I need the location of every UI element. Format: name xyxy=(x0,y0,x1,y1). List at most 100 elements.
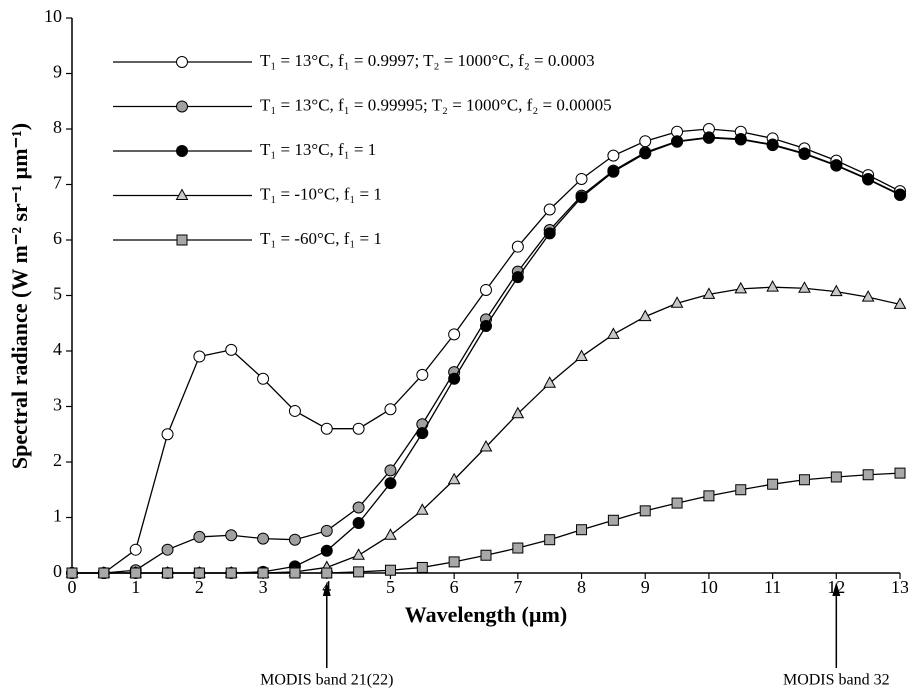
legend-marker xyxy=(176,145,188,157)
marker xyxy=(257,532,270,545)
marker xyxy=(543,203,556,216)
marker xyxy=(352,422,365,435)
marker xyxy=(193,350,206,363)
marker xyxy=(830,159,843,172)
annotation-text: MODIS band 32 xyxy=(783,672,890,689)
y-tick-label: 4 xyxy=(53,339,62,359)
x-tick-label: 10 xyxy=(700,577,718,597)
marker xyxy=(862,173,875,186)
marker xyxy=(161,428,174,441)
y-axis-title: Spectral radiance (W m⁻² sr⁻¹ µm⁻¹) xyxy=(7,123,32,469)
x-tick-label: 9 xyxy=(641,577,650,597)
marker xyxy=(766,139,779,152)
marker xyxy=(193,567,205,579)
marker xyxy=(511,271,524,284)
marker xyxy=(607,149,620,162)
marker xyxy=(288,533,301,546)
x-tick-label: 13 xyxy=(891,577,908,597)
y-tick-label: 5 xyxy=(53,284,62,304)
marker xyxy=(448,328,461,341)
marker xyxy=(480,549,492,561)
marker xyxy=(288,404,301,417)
legend-label: T₁ = 13°C, f₁ = 1 xyxy=(260,140,376,159)
annotation-arrowhead xyxy=(832,582,841,596)
marker xyxy=(448,556,460,568)
marker xyxy=(321,567,333,579)
marker xyxy=(320,524,333,537)
marker xyxy=(447,472,461,485)
marker xyxy=(225,529,238,542)
marker xyxy=(575,172,588,185)
legend-marker xyxy=(176,234,188,246)
marker xyxy=(543,376,557,388)
legend-label: T₁ = -60°C, f₁ = 1 xyxy=(260,229,382,248)
marker xyxy=(66,567,78,579)
marker xyxy=(639,505,651,517)
x-tick-label: 0 xyxy=(68,577,77,597)
y-tick-label: 6 xyxy=(53,228,62,248)
marker xyxy=(225,343,238,356)
marker xyxy=(607,514,619,526)
marker xyxy=(703,490,715,502)
marker xyxy=(384,528,397,540)
marker xyxy=(702,287,716,299)
marker xyxy=(384,464,397,477)
legend-marker xyxy=(175,188,189,200)
y-tick-label: 7 xyxy=(53,173,62,193)
marker xyxy=(511,240,524,253)
marker xyxy=(384,564,396,576)
x-tick-label: 8 xyxy=(577,577,586,597)
marker xyxy=(416,368,429,381)
x-tick-label: 7 xyxy=(513,577,522,597)
marker xyxy=(671,497,683,509)
marker xyxy=(894,189,906,202)
marker xyxy=(894,467,906,479)
marker xyxy=(193,530,206,543)
marker xyxy=(130,567,142,579)
marker xyxy=(575,349,588,362)
y-tick-label: 1 xyxy=(53,506,62,526)
x-tick-label: 1 xyxy=(131,577,140,597)
marker xyxy=(225,567,237,579)
y-tick-label: 8 xyxy=(53,117,62,137)
marker xyxy=(512,542,524,554)
x-tick-label: 6 xyxy=(450,577,459,597)
marker xyxy=(798,281,811,293)
marker xyxy=(352,548,365,560)
marker xyxy=(639,135,652,148)
marker xyxy=(734,133,747,146)
marker xyxy=(734,281,748,294)
marker xyxy=(543,227,556,240)
x-tick-label: 11 xyxy=(764,577,781,597)
marker xyxy=(161,543,174,556)
marker xyxy=(829,284,843,297)
marker xyxy=(384,403,397,416)
marker xyxy=(257,567,269,579)
marker xyxy=(384,477,397,490)
y-tick-label: 10 xyxy=(44,6,62,26)
marker xyxy=(575,191,588,204)
marker xyxy=(766,280,779,292)
annotation-text: MODIS band 21(22) xyxy=(260,672,393,689)
marker xyxy=(257,372,270,385)
marker xyxy=(893,297,907,309)
marker xyxy=(671,135,684,148)
marker xyxy=(862,469,874,481)
y-tick-label: 2 xyxy=(53,450,62,470)
marker xyxy=(735,484,747,496)
legend-label: T₁ = -10°C, f₁ = 1 xyxy=(260,184,382,203)
marker xyxy=(607,327,620,339)
marker xyxy=(511,406,525,419)
marker xyxy=(639,147,652,160)
marker xyxy=(798,474,810,486)
marker xyxy=(798,147,811,160)
marker xyxy=(98,567,110,579)
x-tick-label: 2 xyxy=(195,577,204,597)
marker xyxy=(861,290,875,302)
marker xyxy=(415,503,429,515)
marker xyxy=(544,534,556,546)
marker xyxy=(702,131,715,144)
marker xyxy=(480,283,492,296)
marker xyxy=(289,567,301,579)
marker xyxy=(607,165,620,178)
